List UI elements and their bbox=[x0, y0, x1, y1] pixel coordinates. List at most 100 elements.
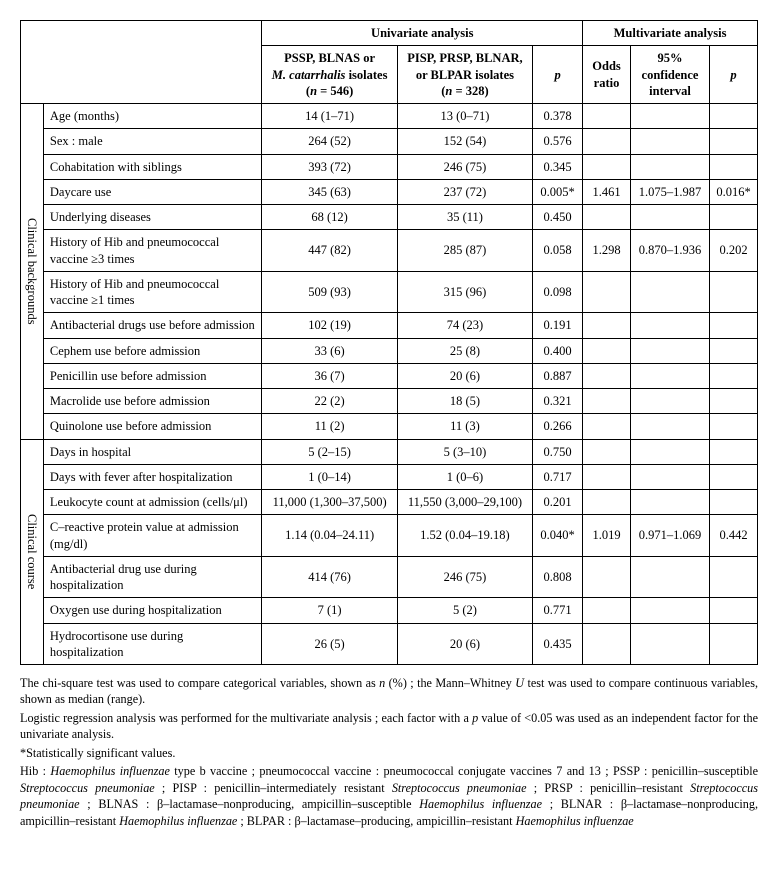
cell-u2: 25 (8) bbox=[397, 338, 532, 363]
header-or: Oddsratio bbox=[583, 46, 631, 104]
cell-p: 0.345 bbox=[533, 154, 583, 179]
cell-p2 bbox=[710, 490, 758, 515]
cell-u2: 5 (2) bbox=[397, 598, 532, 623]
row-label: Sex : male bbox=[43, 129, 262, 154]
table-row: Leukocyte count at admission (cells/μl)1… bbox=[21, 490, 758, 515]
cell-p2 bbox=[710, 414, 758, 439]
cell-u2: 152 (54) bbox=[397, 129, 532, 154]
cell-p2 bbox=[710, 154, 758, 179]
cell-ci bbox=[630, 623, 709, 665]
cell-p2 bbox=[710, 271, 758, 313]
cell-u2: 315 (96) bbox=[397, 271, 532, 313]
table-row: Macrolide use before admission22 (2)18 (… bbox=[21, 389, 758, 414]
cell-u1: 14 (1–71) bbox=[262, 104, 397, 129]
cell-u2: 237 (72) bbox=[397, 179, 532, 204]
table-row: Cephem use before admission33 (6)25 (8)0… bbox=[21, 338, 758, 363]
cell-or: 1.461 bbox=[583, 179, 631, 204]
cell-p: 0.191 bbox=[533, 313, 583, 338]
footnote-4: Hib : Haemophilus influenzae type b vacc… bbox=[20, 763, 758, 829]
cell-or bbox=[583, 104, 631, 129]
cell-ci bbox=[630, 104, 709, 129]
cell-or bbox=[583, 439, 631, 464]
cell-u1: 264 (52) bbox=[262, 129, 397, 154]
cell-or bbox=[583, 271, 631, 313]
footnotes: The chi-square test was used to compare … bbox=[20, 675, 758, 829]
cell-p2 bbox=[710, 439, 758, 464]
table-row: C–reactive protein value at admission (m… bbox=[21, 515, 758, 557]
row-label: Cohabitation with siblings bbox=[43, 154, 262, 179]
cell-or bbox=[583, 129, 631, 154]
cell-u2: 246 (75) bbox=[397, 556, 532, 598]
table-row: Penicillin use before admission36 (7)20 … bbox=[21, 363, 758, 388]
cell-u1: 33 (6) bbox=[262, 338, 397, 363]
cell-or: 1.019 bbox=[583, 515, 631, 557]
table-row: Oxygen use during hospitalization7 (1)5 … bbox=[21, 598, 758, 623]
header-multivariate: Multivariate analysis bbox=[583, 21, 758, 46]
row-label: Age (months) bbox=[43, 104, 262, 129]
cell-or: 1.298 bbox=[583, 230, 631, 272]
footnote-2: Logistic regression analysis was perform… bbox=[20, 710, 758, 743]
header-ci: 95%confidenceinterval bbox=[630, 46, 709, 104]
section-clinical-course: Clinical course bbox=[21, 439, 44, 665]
table-row: Days with fever after hospitalization1 (… bbox=[21, 464, 758, 489]
cell-p2: 0.202 bbox=[710, 230, 758, 272]
cell-u2: 1 (0–6) bbox=[397, 464, 532, 489]
row-label: Cephem use before admission bbox=[43, 338, 262, 363]
table-row: Cohabitation with siblings393 (72)246 (7… bbox=[21, 154, 758, 179]
section-clinical-backgrounds: Clinical backgrounds bbox=[21, 104, 44, 440]
cell-ci bbox=[630, 205, 709, 230]
cell-p2: 0.442 bbox=[710, 515, 758, 557]
row-label: Antibacterial drug use during hospitaliz… bbox=[43, 556, 262, 598]
cell-u2: 1.52 (0.04–19.18) bbox=[397, 515, 532, 557]
cell-u1: 393 (72) bbox=[262, 154, 397, 179]
cell-p2 bbox=[710, 598, 758, 623]
cell-u2: 35 (11) bbox=[397, 205, 532, 230]
cell-ci: 0.870–1.936 bbox=[630, 230, 709, 272]
cell-u2: 11,550 (3,000–29,100) bbox=[397, 490, 532, 515]
cell-or bbox=[583, 464, 631, 489]
cell-or bbox=[583, 598, 631, 623]
cell-u2: 11 (3) bbox=[397, 414, 532, 439]
cell-u2: 13 (0–71) bbox=[397, 104, 532, 129]
cell-ci bbox=[630, 154, 709, 179]
cell-u1: 5 (2–15) bbox=[262, 439, 397, 464]
cell-u1: 7 (1) bbox=[262, 598, 397, 623]
cell-p2 bbox=[710, 556, 758, 598]
row-label: Days in hospital bbox=[43, 439, 262, 464]
cell-ci bbox=[630, 271, 709, 313]
cell-u1: 102 (19) bbox=[262, 313, 397, 338]
row-label: Oxygen use during hospitalization bbox=[43, 598, 262, 623]
row-label: Daycare use bbox=[43, 179, 262, 204]
cell-ci bbox=[630, 439, 709, 464]
row-label: Antibacterial drugs use before admission bbox=[43, 313, 262, 338]
cell-ci: 1.075–1.987 bbox=[630, 179, 709, 204]
cell-p: 0.808 bbox=[533, 556, 583, 598]
cell-p: 0.435 bbox=[533, 623, 583, 665]
cell-u1: 11,000 (1,300–37,500) bbox=[262, 490, 397, 515]
table-row: Antibacterial drug use during hospitaliz… bbox=[21, 556, 758, 598]
cell-p2 bbox=[710, 464, 758, 489]
cell-p: 0.266 bbox=[533, 414, 583, 439]
cell-ci bbox=[630, 490, 709, 515]
cell-p: 0.576 bbox=[533, 129, 583, 154]
cell-u2: 18 (5) bbox=[397, 389, 532, 414]
cell-p2 bbox=[710, 623, 758, 665]
header-blank bbox=[21, 21, 262, 104]
cell-u1: 36 (7) bbox=[262, 363, 397, 388]
cell-or bbox=[583, 205, 631, 230]
table-row: Daycare use345 (63)237 (72)0.005*1.4611.… bbox=[21, 179, 758, 204]
cell-or bbox=[583, 363, 631, 388]
header-uni-col1: PSSP, BLNAS orM. catarrhalis isolates(n … bbox=[262, 46, 397, 104]
table-row: Clinical courseDays in hospital5 (2–15)5… bbox=[21, 439, 758, 464]
row-label: Leukocyte count at admission (cells/μl) bbox=[43, 490, 262, 515]
cell-u2: 20 (6) bbox=[397, 363, 532, 388]
cell-or bbox=[583, 556, 631, 598]
row-label: Quinolone use before admission bbox=[43, 414, 262, 439]
cell-p: 0.040* bbox=[533, 515, 583, 557]
footnote-1: The chi-square test was used to compare … bbox=[20, 675, 758, 708]
cell-ci bbox=[630, 464, 709, 489]
cell-or bbox=[583, 414, 631, 439]
header-p2: p bbox=[710, 46, 758, 104]
cell-u2: 20 (6) bbox=[397, 623, 532, 665]
cell-u1: 1 (0–14) bbox=[262, 464, 397, 489]
